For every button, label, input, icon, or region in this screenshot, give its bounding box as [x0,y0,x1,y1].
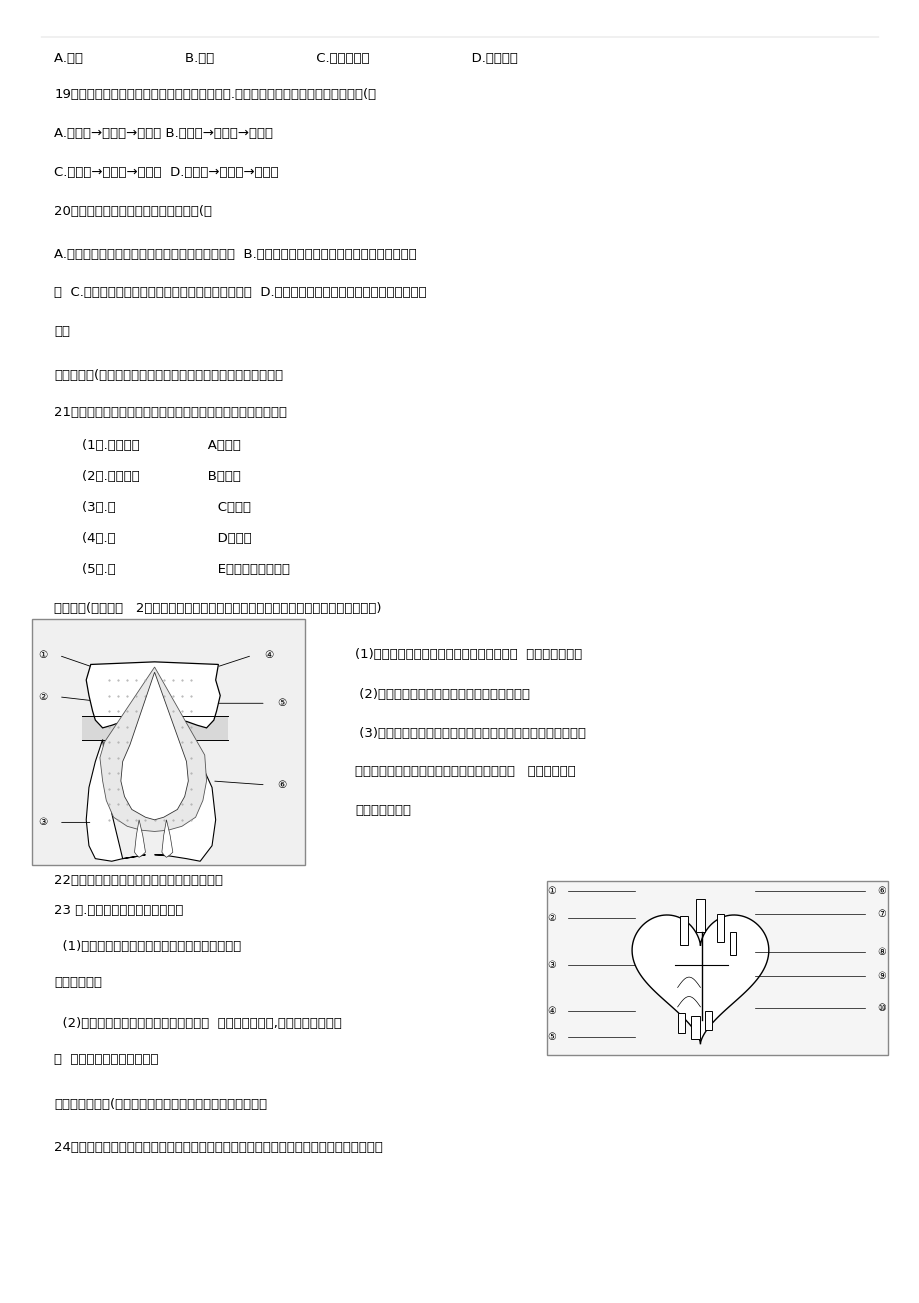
Text: 21请将下列营养物质与其缺乏所导致的相应病症用线连接起来。: 21请将下列营养物质与其缺乏所导致的相应病症用线连接起来。 [54,405,287,418]
Polygon shape [86,740,145,861]
Text: 开  C.在心室和动脉之间有瓣膜，只能从心室向动脉开  D.在心房和静脉之间有瓣膜，只能从静脉向心: 开 C.在心室和动脉之间有瓣膜，只能从心室向动脉开 D.在心房和静脉之间有瓣膜，… [54,287,426,300]
Text: 的牙釉质，然后再腐蚀牙本质，最后就深入到   ，引起牙痛。: 的牙釉质，然后再腐蚀牙本质，最后就深入到 ，引起牙痛。 [355,765,575,778]
Text: (1)牙的结构分为牙本质和牙髓两部分，其中  构成牙的主体。: (1)牙的结构分为牙本质和牙髓两部分，其中 构成牙的主体。 [355,648,582,661]
Polygon shape [162,820,173,857]
Polygon shape [154,740,215,861]
Text: ①: ① [38,650,47,661]
Text: ④: ④ [546,1006,555,1016]
Text: (3）.铁                        C坏血病: (3）.铁 C坏血病 [82,502,250,515]
Bar [729,932,735,955]
Text: 这样的牙齿叫。: 这样的牙齿叫。 [355,804,411,817]
Polygon shape [631,915,768,1044]
Text: (1)与左心室相通的血管是〔〕。与左心房相通的: (1)与左心室相通的血管是〔〕。与左心房相通的 [54,941,242,954]
Text: A.在心房和心室之间有瓣膜，只能从心室向心房开  B.在心房和动脉之间有瓣膜，只能从心房向动脉: A.在心房和心室之间有瓣膜，只能从心室向心房开 B.在心房和动脉之间有瓣膜，只能… [54,248,416,261]
Text: C.右心房→右心室→肺动脉  D.右心房→左心室→主动脉: C.右心房→右心室→肺动脉 D.右心房→左心室→主动脉 [54,165,278,179]
Text: ①: ① [546,886,555,896]
Text: A.动脉                        B.静脉                        C.动脉与静脉                 : A.动脉 B.静脉 C.动脉与静脉 [54,52,517,65]
Text: 是  能控制血液流动的方向。: 是 能控制血液流动的方向。 [54,1053,159,1066]
Text: A.左心室→左心房→主动脉 B.左心房→左心室→肺动脉: A.左心室→左心房→主动脉 B.左心房→左心室→肺动脉 [54,128,273,141]
Bar [695,899,704,932]
Text: 22、如图是牙齿结构模式图，请据图回答问题: 22、如图是牙齿结构模式图，请据图回答问题 [54,874,223,887]
Bar [546,881,888,1055]
Text: ⑤: ⑤ [546,1032,555,1042]
Polygon shape [134,820,145,857]
Text: 19．人体血液只能按照一个方向流动，不能倒流.下述心脏内的血液流动方向正确的是(）: 19．人体血液只能按照一个方向流动，不能倒流.下述心脏内的血液流动方向正确的是(… [54,89,376,102]
Text: ⑥: ⑥ [876,886,885,896]
Bar [704,1011,711,1031]
Text: 20．下列有关心脏瓣膜的叙述正确的是(）: 20．下列有关心脏瓣膜的叙述正确的是(） [54,205,212,218]
Text: ⑦: ⑦ [876,909,885,920]
Text: (2)露在外面的牙齿表面，呈乳白色的是〔〕。: (2)露在外面的牙齿表面，呈乳白色的是〔〕。 [355,688,529,701]
Text: (2）.维生素Ｃ                B夜盲症: (2）.维生素Ｃ B夜盲症 [82,470,240,483]
Text: ②: ② [546,913,555,924]
Text: ⑤: ⑤ [278,698,287,709]
Text: ⑩: ⑩ [876,1002,885,1012]
Text: (3)当口腔内的细菌将糖类变成酸液后，就会慢慢腐蚀牙齿表面: (3)当口腔内的细菌将糖类变成酸液后，就会慢慢腐蚀牙齿表面 [355,727,585,740]
Bar [82,717,227,740]
Polygon shape [86,662,220,728]
Text: 二、连线题(每线１分，共５分，请将正确字母填写在答题卡上）: 二、连线题(每线１分，共５分，请将正确字母填写在答题卡上） [54,369,283,382]
Text: (2)血液在心脏中只能从心房流向心室，  从心室流向动脉,而不能倒流，原因: (2)血液在心脏中只能从心房流向心室， 从心室流向动脉,而不能倒流，原因 [54,1016,342,1029]
Bar [716,913,723,942]
Bar [677,1014,685,1033]
Text: (1）.维生素Ａ                A佝偻病: (1）.维生素Ａ A佝偻病 [82,439,240,452]
Text: 房开: 房开 [54,326,70,339]
Bar [31,619,305,865]
Text: 四、分析说明题(本题共有２道小题，每空１分，共１０分）: 四、分析说明题(本题共有２道小题，每空１分，共１０分） [54,1098,267,1111]
Text: ②: ② [38,692,47,702]
Text: (5）.碘                        E地方性甲状腺月中: (5）.碘 E地方性甲状腺月中 [82,563,289,576]
Text: 、识图题(本题共有   2道小题，每空１分，共１０分。请在〔〕内填数字，在一上写名称): 、识图题(本题共有 2道小题，每空１分，共１０分。请在〔〕内填数字，在一上写名称… [54,602,381,615]
Bar [680,916,686,945]
Polygon shape [120,672,188,820]
Text: 23 、.依据心脏的结构图，填空。: 23 、.依据心脏的结构图，填空。 [54,904,184,917]
Text: ⑨: ⑨ [876,972,885,981]
Text: (4）.钙                        D贫血症: (4）.钙 D贫血症 [82,533,251,546]
Text: ④: ④ [264,650,273,661]
Polygon shape [100,667,207,831]
Text: 24、图中三条曲线分别表示食物中的蛋白质、淀粉、脂肪三种成分经过消化道时被消化的情: 24、图中三条曲线分别表示食物中的蛋白质、淀粉、脂肪三种成分经过消化道时被消化的… [54,1141,383,1154]
Text: ③: ③ [546,960,555,969]
Text: ⑥: ⑥ [278,780,287,790]
Bar [690,1016,699,1040]
Text: 血管是〔〕。: 血管是〔〕。 [54,976,102,989]
Text: ⑧: ⑧ [876,947,885,956]
Text: ③: ③ [38,817,47,827]
